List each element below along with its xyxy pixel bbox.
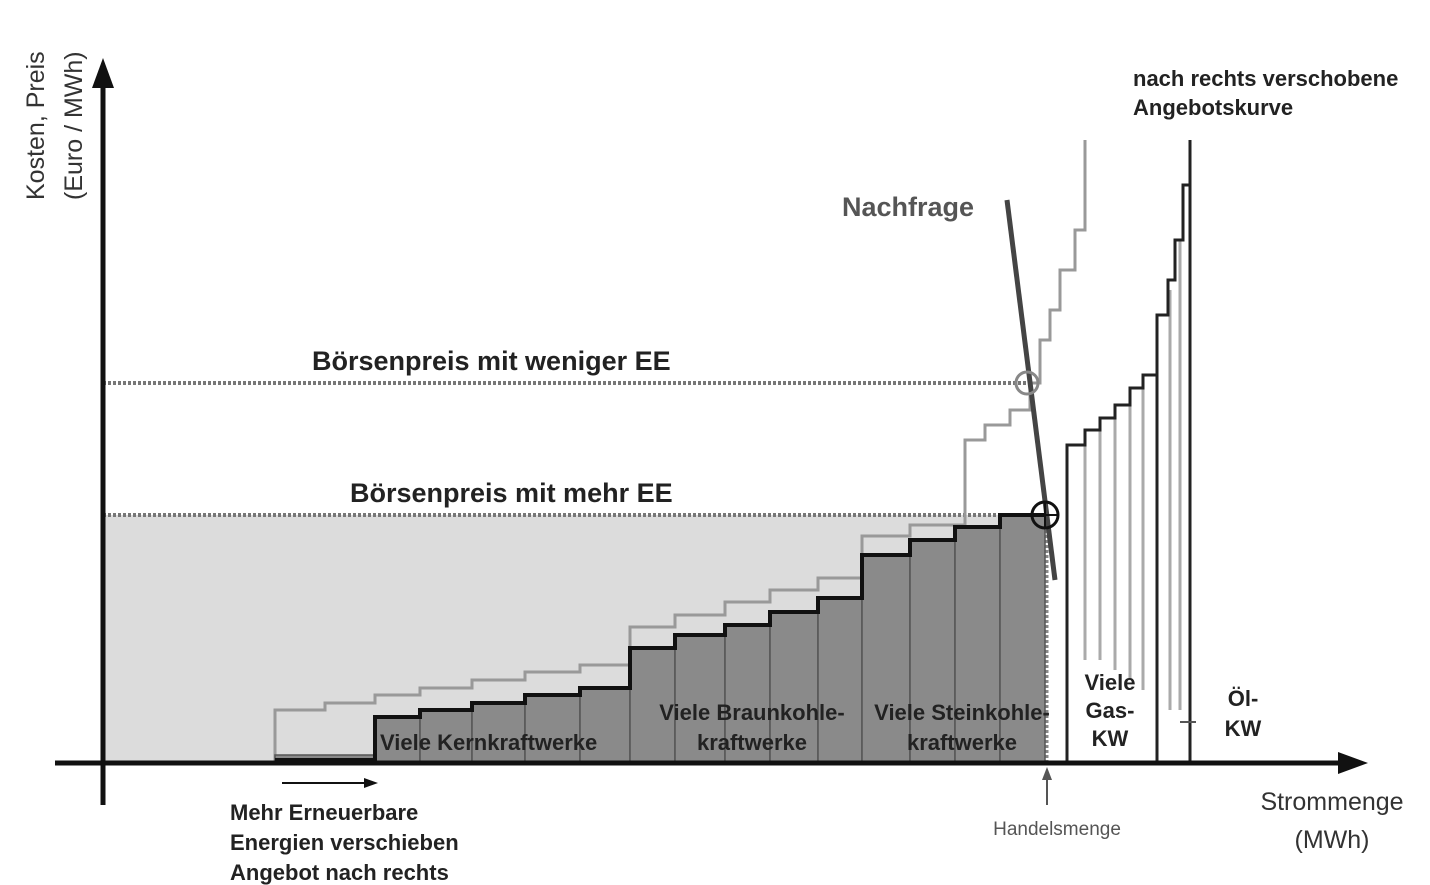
x-axis-label: Strommenge xyxy=(1260,788,1403,816)
price-more-label: Börsenpreis mit mehr EE xyxy=(350,478,673,508)
equilibrium-old xyxy=(1014,370,1040,396)
shifted-label: nach rechts verschobene xyxy=(1133,66,1398,91)
shifted-label: Angebotskurve xyxy=(1133,95,1293,120)
shifted-supply-upper xyxy=(1065,140,1192,763)
trade-volume-label: Handelsmenge xyxy=(993,819,1121,840)
gas-lines xyxy=(1083,240,1182,710)
y-axis-label: Kosten, Preis xyxy=(22,51,50,200)
gas-label: Viele xyxy=(1085,670,1136,695)
supply-blocks xyxy=(274,514,1046,764)
oil-label: Öl- xyxy=(1228,686,1259,711)
shift-arrow-head xyxy=(364,778,378,788)
renewables-label: Angebot nach rechts xyxy=(230,860,449,885)
nuclear-label: Viele Kernkraftwerke xyxy=(380,730,597,755)
original-supply xyxy=(273,140,1087,763)
lignite-label: kraftwerke xyxy=(697,730,807,755)
shifted-supply xyxy=(275,513,1045,762)
price-less-label: Börsenpreis mit weniger EE xyxy=(312,346,671,376)
lignite-label: Viele Braunkohle- xyxy=(659,700,844,725)
demand-label: Nachfrage xyxy=(842,192,974,222)
coal-label: kraftwerke xyxy=(907,730,1017,755)
coal-label: Viele Steinkohle- xyxy=(874,700,1050,725)
x-axis-label: (MWh) xyxy=(1295,826,1370,854)
quantity-arrow-head xyxy=(1042,767,1052,780)
y-axis-label: (Euro / MWh) xyxy=(60,51,88,200)
oil-label: KW xyxy=(1225,716,1262,741)
gas-label: Gas- xyxy=(1086,698,1135,723)
renewables-label: Mehr Erneuerbare xyxy=(230,800,418,825)
renewables-label: Energien verschieben xyxy=(230,830,459,855)
y-arrow xyxy=(92,58,114,88)
demand-line xyxy=(1004,199,1058,581)
gas-label: KW xyxy=(1092,726,1129,751)
x-arrow xyxy=(1338,752,1368,774)
